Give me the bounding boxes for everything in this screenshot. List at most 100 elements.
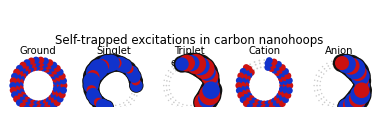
Circle shape bbox=[324, 102, 325, 103]
Circle shape bbox=[167, 94, 169, 96]
Circle shape bbox=[239, 73, 248, 81]
Circle shape bbox=[60, 77, 67, 84]
Circle shape bbox=[349, 90, 367, 108]
Circle shape bbox=[19, 92, 26, 99]
Circle shape bbox=[341, 104, 342, 106]
Circle shape bbox=[282, 68, 289, 75]
Circle shape bbox=[271, 106, 277, 113]
Circle shape bbox=[316, 85, 318, 86]
Circle shape bbox=[259, 60, 260, 61]
Circle shape bbox=[26, 65, 34, 73]
Circle shape bbox=[36, 59, 45, 67]
Circle shape bbox=[279, 78, 286, 85]
Circle shape bbox=[91, 95, 106, 110]
Circle shape bbox=[86, 63, 105, 82]
Circle shape bbox=[11, 73, 18, 80]
Circle shape bbox=[331, 61, 333, 62]
Circle shape bbox=[191, 107, 192, 109]
Circle shape bbox=[276, 97, 284, 106]
Circle shape bbox=[16, 99, 23, 106]
Circle shape bbox=[340, 95, 361, 116]
Circle shape bbox=[279, 100, 286, 107]
Circle shape bbox=[321, 93, 322, 94]
Circle shape bbox=[17, 97, 26, 105]
Circle shape bbox=[44, 102, 53, 110]
Circle shape bbox=[324, 68, 325, 70]
Circle shape bbox=[282, 77, 291, 85]
Circle shape bbox=[248, 69, 255, 76]
Circle shape bbox=[46, 97, 53, 104]
Circle shape bbox=[263, 66, 265, 68]
Circle shape bbox=[253, 69, 255, 71]
Circle shape bbox=[332, 106, 333, 108]
Circle shape bbox=[175, 100, 177, 101]
Circle shape bbox=[21, 94, 28, 102]
Circle shape bbox=[248, 100, 256, 108]
Circle shape bbox=[202, 72, 220, 90]
Circle shape bbox=[48, 94, 56, 102]
Circle shape bbox=[23, 67, 31, 75]
Circle shape bbox=[355, 74, 369, 88]
Circle shape bbox=[321, 77, 322, 78]
Circle shape bbox=[42, 58, 49, 65]
Circle shape bbox=[112, 56, 129, 72]
Circle shape bbox=[278, 75, 285, 82]
Circle shape bbox=[269, 61, 277, 69]
Circle shape bbox=[123, 102, 124, 104]
Circle shape bbox=[170, 98, 172, 100]
Circle shape bbox=[110, 107, 112, 109]
Circle shape bbox=[52, 75, 59, 83]
Text: Self-trapped excitations in carbon nanohoops: Self-trapped excitations in carbon nanoh… bbox=[55, 34, 323, 47]
Circle shape bbox=[316, 95, 317, 97]
Circle shape bbox=[130, 79, 143, 92]
Circle shape bbox=[326, 63, 328, 64]
Circle shape bbox=[195, 106, 197, 108]
Circle shape bbox=[344, 92, 365, 113]
Circle shape bbox=[164, 80, 165, 81]
Circle shape bbox=[247, 103, 254, 110]
Circle shape bbox=[355, 78, 370, 93]
Circle shape bbox=[276, 72, 283, 79]
Circle shape bbox=[167, 75, 169, 77]
Circle shape bbox=[244, 97, 253, 106]
Circle shape bbox=[40, 100, 47, 107]
Circle shape bbox=[243, 64, 249, 71]
Circle shape bbox=[23, 97, 31, 104]
Circle shape bbox=[42, 107, 49, 114]
Circle shape bbox=[175, 57, 189, 71]
Circle shape bbox=[242, 69, 250, 77]
Circle shape bbox=[191, 57, 209, 75]
Circle shape bbox=[350, 85, 370, 105]
Circle shape bbox=[57, 81, 65, 90]
Circle shape bbox=[279, 94, 287, 102]
Circle shape bbox=[28, 107, 35, 114]
Circle shape bbox=[13, 95, 20, 103]
Circle shape bbox=[343, 97, 359, 113]
Circle shape bbox=[172, 96, 174, 98]
Circle shape bbox=[33, 108, 40, 115]
Circle shape bbox=[17, 66, 26, 75]
Circle shape bbox=[130, 104, 132, 105]
Circle shape bbox=[317, 89, 318, 91]
Circle shape bbox=[286, 87, 293, 94]
Circle shape bbox=[265, 100, 271, 107]
Circle shape bbox=[57, 69, 64, 76]
Circle shape bbox=[175, 70, 177, 71]
Circle shape bbox=[238, 77, 246, 85]
Circle shape bbox=[23, 59, 31, 66]
Circle shape bbox=[17, 75, 25, 83]
Circle shape bbox=[98, 55, 116, 73]
Circle shape bbox=[202, 81, 220, 99]
Circle shape bbox=[240, 96, 246, 103]
Circle shape bbox=[37, 108, 44, 115]
Circle shape bbox=[11, 91, 18, 98]
Circle shape bbox=[314, 90, 315, 92]
Circle shape bbox=[278, 89, 285, 96]
Circle shape bbox=[238, 86, 246, 94]
Circle shape bbox=[16, 65, 23, 72]
Circle shape bbox=[169, 81, 170, 82]
Circle shape bbox=[321, 98, 322, 100]
Circle shape bbox=[316, 74, 317, 76]
Circle shape bbox=[313, 85, 315, 86]
Circle shape bbox=[117, 58, 133, 74]
